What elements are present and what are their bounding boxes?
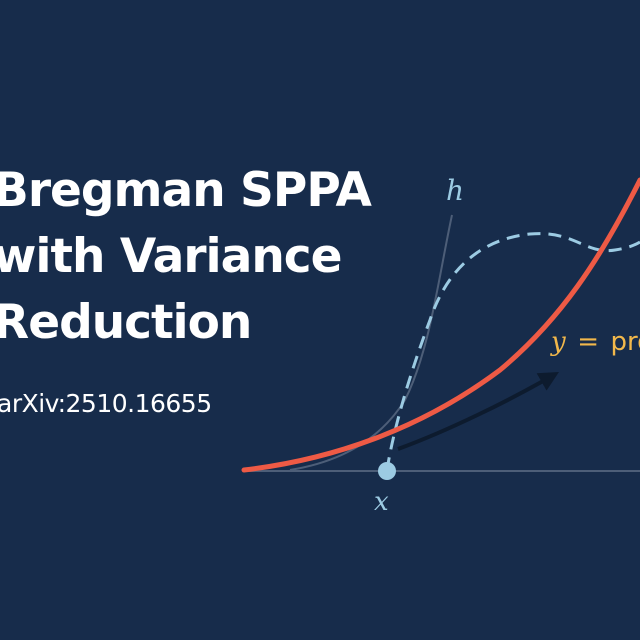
title-line-1: Bregman SPPA	[0, 163, 372, 218]
paper-title: Bregman SPPA with Variance Reduction	[0, 158, 372, 356]
title-line-3: Reduction	[0, 295, 252, 350]
prox-arrow	[397, 372, 559, 451]
arxiv-id: arXiv:2510.16655	[0, 389, 212, 418]
y-variable: y	[550, 327, 566, 357]
dashed-curve	[385, 232, 640, 471]
prox-text: pro	[611, 327, 640, 357]
h-curve	[289, 214, 453, 471]
red-curve	[241, 177, 640, 473]
title-line-2: with Variance	[0, 229, 343, 284]
equals-sign: =	[577, 327, 599, 357]
point-x	[378, 462, 396, 480]
x-label: x	[374, 487, 389, 517]
y-prox-label: y = pro	[550, 327, 640, 357]
h-label: h	[446, 174, 464, 207]
